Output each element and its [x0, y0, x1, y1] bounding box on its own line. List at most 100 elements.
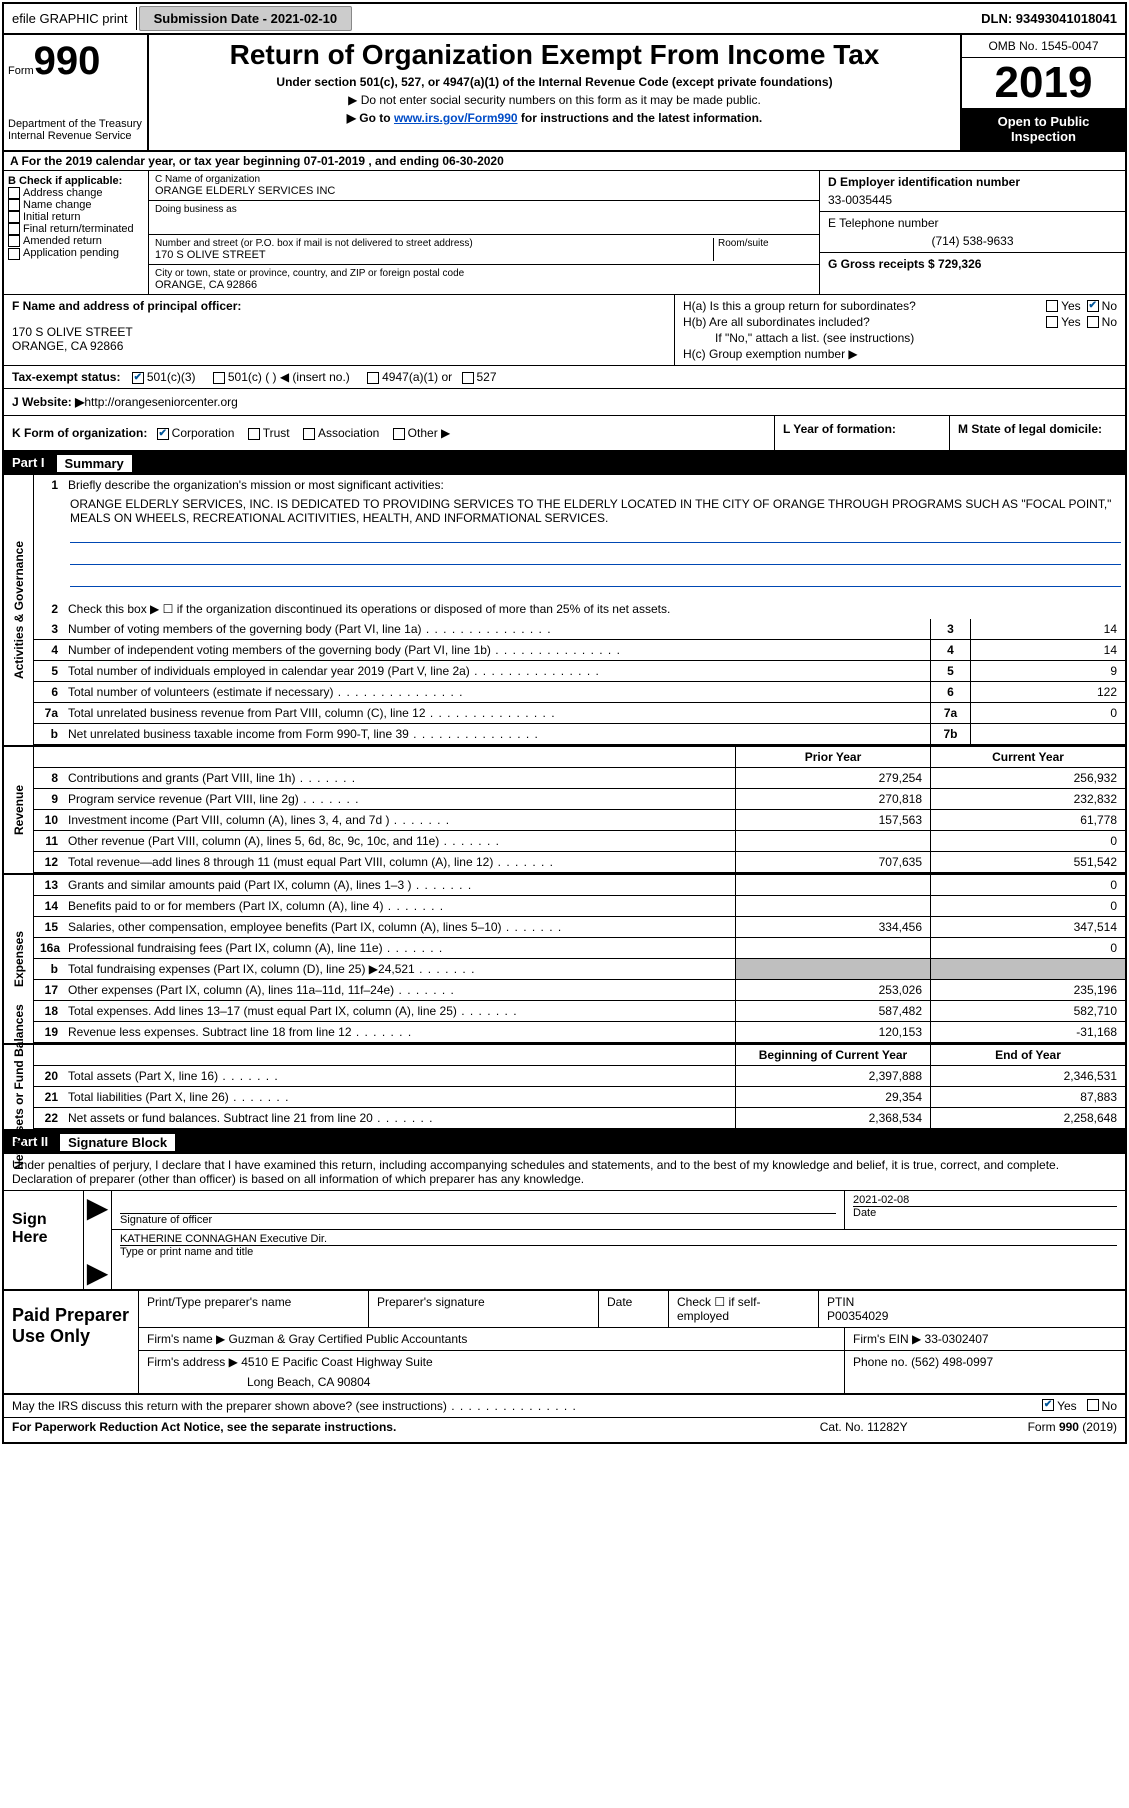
curr-val: 232,832 [930, 789, 1125, 809]
k-o2: Trust [263, 426, 290, 440]
line-text: Program service revenue (Part VIII, line… [64, 789, 735, 809]
chk-assoc[interactable] [303, 428, 315, 440]
officer-addr2: ORANGE, CA 92866 [12, 339, 666, 353]
ha-no[interactable] [1087, 300, 1099, 312]
firm-name: Guzman & Gray Certified Public Accountan… [229, 1332, 468, 1346]
pp-date-lbl: Date [599, 1291, 669, 1327]
hdr-prior: Prior Year [735, 747, 930, 767]
may-no[interactable] [1087, 1399, 1099, 1411]
paid-preparer-label: Paid Preparer Use Only [4, 1291, 139, 1393]
line-box: 4 [930, 640, 970, 660]
firm-addr: 4510 E Pacific Coast Highway Suite [241, 1355, 432, 1369]
side-revenue: Revenue [4, 747, 34, 873]
chk-amended[interactable] [8, 235, 20, 247]
b-opt-1: Name change [23, 199, 92, 211]
chk-address[interactable] [8, 187, 20, 199]
chk-501c3[interactable] [132, 372, 144, 384]
chk-name[interactable] [8, 199, 20, 211]
chk-final[interactable] [8, 223, 20, 235]
k-o1: Corporation [172, 426, 235, 440]
hb-label: H(b) Are all subordinates included? [683, 315, 1046, 329]
name-title-label: Type or print name and title [120, 1246, 1117, 1258]
curr-val: 2,258,648 [930, 1108, 1125, 1128]
may-yes[interactable] [1042, 1399, 1054, 1411]
open-public: Open to Public Inspection [962, 108, 1125, 150]
sig-date-val: 2021-02-08 [853, 1194, 1117, 1206]
part1-title: Summary [57, 455, 132, 472]
line-text: Total number of volunteers (estimate if … [64, 682, 930, 702]
mission-desc: ORANGE ELDERLY SERVICES, INC. IS DEDICAT… [70, 497, 1121, 525]
chk-corp[interactable] [157, 428, 169, 440]
line-text: Total number of individuals employed in … [64, 661, 930, 681]
line-text: Grants and similar amounts paid (Part IX… [64, 875, 735, 895]
firm-addr-lbl: Firm's address ▶ [147, 1355, 238, 1369]
firm-ein-lbl: Firm's EIN ▶ [853, 1332, 921, 1346]
h-note: If "No," attach a list. (see instruction… [683, 331, 1117, 345]
chk-pending[interactable] [8, 248, 20, 260]
chk-trust[interactable] [248, 428, 260, 440]
prior-val: 157,563 [735, 810, 930, 830]
row-fh: F Name and address of principal officer:… [4, 295, 1125, 366]
line-text: Net assets or fund balances. Subtract li… [64, 1108, 735, 1128]
line-num: 9 [34, 789, 64, 809]
prior-val: 334,456 [735, 917, 930, 937]
ha-yes[interactable] [1046, 300, 1058, 312]
dba-label: Doing business as [155, 204, 813, 215]
chk-initial[interactable] [8, 211, 20, 223]
curr-val: 0 [930, 831, 1125, 851]
ptin-val: P00354029 [827, 1309, 1117, 1323]
hb-yes[interactable] [1046, 316, 1058, 328]
line-text: Other revenue (Part VIII, column (A), li… [64, 831, 735, 851]
irs-link[interactable]: www.irs.gov/Form990 [394, 111, 518, 125]
may-no-lbl: No [1102, 1399, 1117, 1413]
chk-4947[interactable] [367, 372, 379, 384]
ein-value: 33-0035445 [828, 193, 1117, 207]
line-num: 21 [34, 1087, 64, 1107]
b-opt-4: Amended return [23, 235, 102, 247]
curr-val: 87,883 [930, 1087, 1125, 1107]
prior-val: 253,026 [735, 980, 930, 1000]
goto-pre: Go to [359, 111, 394, 125]
may-discuss-text: May the IRS discuss this return with the… [12, 1399, 1042, 1413]
firm-city: Long Beach, CA 90804 [147, 1375, 836, 1389]
curr-val: 0 [930, 938, 1125, 958]
form-number: 990 [34, 39, 101, 83]
line-num: 15 [34, 917, 64, 937]
line-val: 14 [970, 640, 1125, 660]
dept-treasury: Department of the Treasury [8, 118, 143, 130]
prior-val [735, 831, 930, 851]
prior-val: 2,397,888 [735, 1066, 930, 1086]
line-box: 7b [930, 724, 970, 744]
line-a: A For the 2019 calendar year, or tax yea… [4, 152, 1125, 171]
line-num: 16a [34, 938, 64, 958]
submission-date-button[interactable]: Submission Date - 2021-02-10 [139, 6, 353, 31]
website-value: http://orangeseniorcenter.org [84, 395, 237, 409]
arrow-icon: ▶ [347, 111, 360, 125]
line-num: 5 [34, 661, 64, 681]
line-text: Total liabilities (Part X, line 26) [64, 1087, 735, 1107]
line-text: Contributions and grants (Part VIII, lin… [64, 768, 735, 788]
hb-no[interactable] [1087, 316, 1099, 328]
sign-here-label: Sign Here [4, 1191, 84, 1289]
i-o1: 501(c)(3) [147, 370, 196, 384]
g-gross-receipts: G Gross receipts $ 729,326 [828, 257, 1117, 271]
curr-val: 61,778 [930, 810, 1125, 830]
k-o4: Other ▶ [408, 426, 451, 440]
curr-val: -31,168 [930, 1022, 1125, 1042]
tax-year: 2019 [962, 58, 1125, 108]
line1-num: 1 [34, 475, 64, 495]
chk-other[interactable] [393, 428, 405, 440]
chk-527[interactable] [462, 372, 474, 384]
footer: For Paperwork Reduction Act Notice, see … [4, 1418, 1125, 1442]
form-header: Form990 Department of the Treasury Inter… [4, 35, 1125, 152]
line-text: Number of independent voting members of … [64, 640, 930, 660]
chk-501c[interactable] [213, 372, 225, 384]
room-label: Room/suite [718, 238, 813, 249]
i-o4: 527 [477, 370, 497, 384]
officer-name-title: KATHERINE CONNAGHAN Executive Dir. [120, 1233, 1117, 1246]
hdr-end: End of Year [930, 1045, 1125, 1065]
city-label: City or town, state or province, country… [155, 268, 813, 279]
line-text: Benefits paid to or for members (Part IX… [64, 896, 735, 916]
k-label: K Form of organization: [12, 426, 147, 440]
hdr-curr: Current Year [930, 747, 1125, 767]
